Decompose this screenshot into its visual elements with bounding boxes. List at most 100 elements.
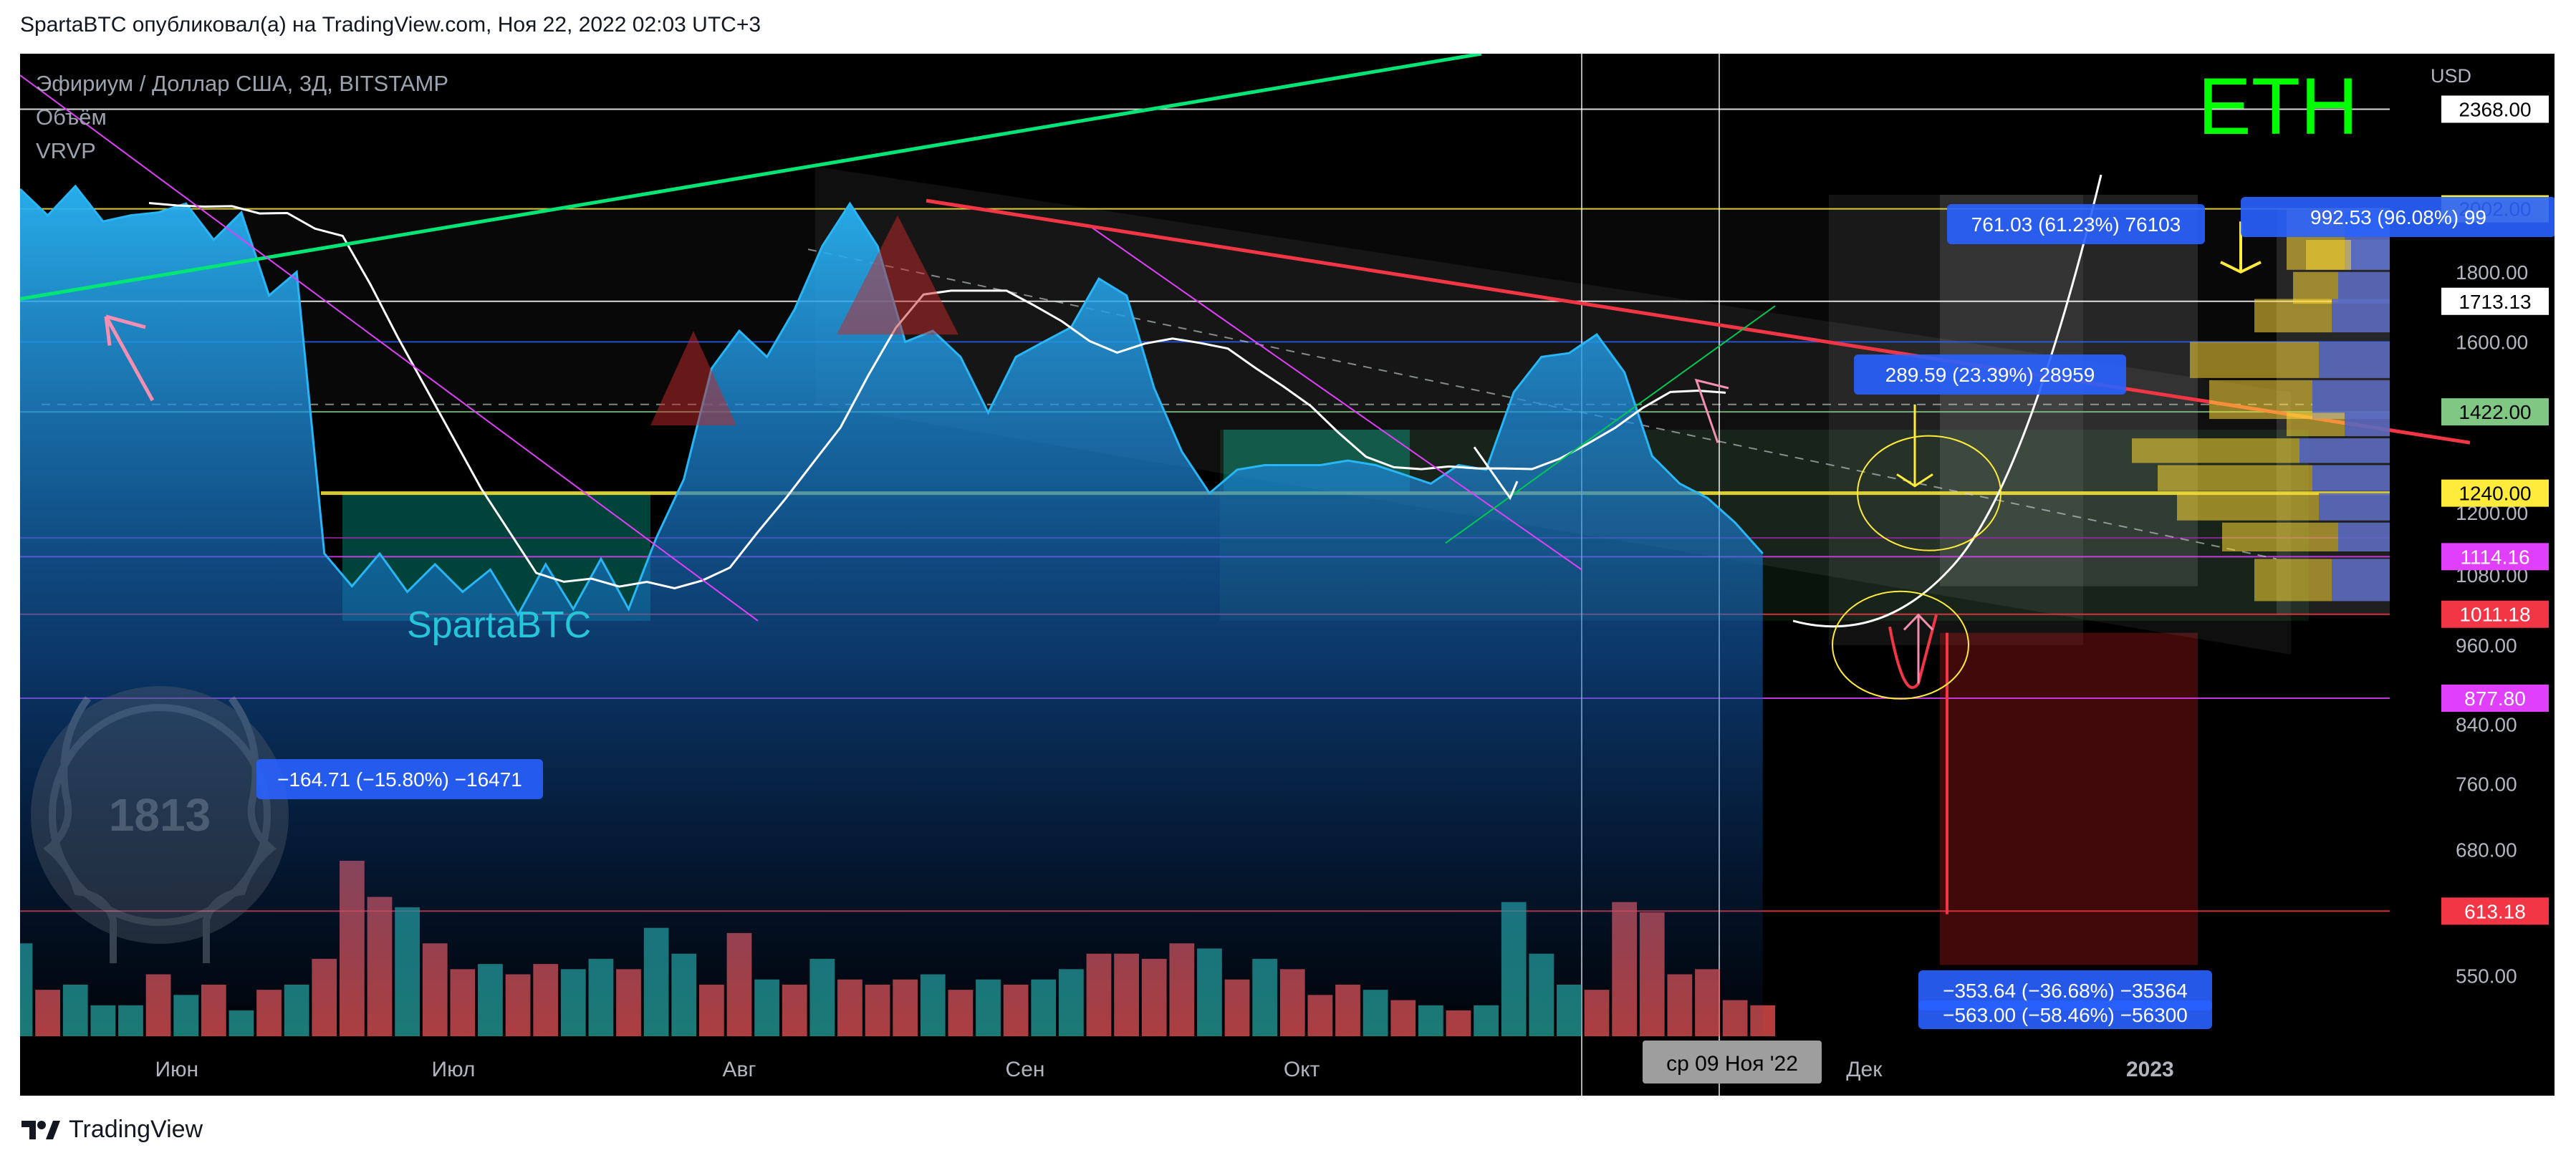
crosshair-date-label: ср 09 Ноя '22 bbox=[1666, 1052, 1798, 1076]
pink-arrow bbox=[1903, 613, 1934, 684]
vrvp-bar-up bbox=[2338, 271, 2390, 304]
channel-mid-dashed bbox=[807, 248, 2277, 560]
price-area-fill bbox=[20, 185, 1763, 1036]
vrvp-bar-down bbox=[2293, 271, 2338, 304]
price-level-tag bbox=[2441, 684, 2549, 712]
projection-path bbox=[1792, 174, 2102, 628]
tradingview-brand: TradingView bbox=[69, 1116, 203, 1143]
measure-label: 992.53 (96.08%) 99 bbox=[2310, 206, 2486, 228]
vrvp-bar-up bbox=[2312, 465, 2390, 491]
price-level-tag bbox=[2441, 398, 2549, 426]
moving-average-line bbox=[148, 201, 1726, 589]
price-level-tag bbox=[2441, 543, 2549, 571]
price-tick-label: 1800.00 bbox=[2456, 261, 2528, 284]
vrvp-bar-up bbox=[2338, 522, 2390, 552]
vrvp-bar-up bbox=[2345, 412, 2390, 437]
vrvp-bar-up bbox=[2312, 380, 2390, 420]
vrvp-bar-down bbox=[2132, 438, 2299, 463]
price-level-label: 1114.16 bbox=[2460, 546, 2529, 568]
vrvp-bar-down bbox=[2209, 380, 2312, 420]
vrvp-bar-down bbox=[2254, 299, 2332, 333]
price-axis: USD1800.001600.001200.001080.00960.00840… bbox=[2431, 65, 2549, 987]
vrvp-bar-up bbox=[2319, 493, 2390, 521]
white-arrow bbox=[1473, 446, 1519, 501]
chart-area[interactable]: 1813 SpartaBTC Эфириум / Доллар США, 3Д,… bbox=[20, 54, 2555, 1096]
vrvp-bar-up bbox=[2299, 438, 2390, 463]
logo-watermark-text: 1813 bbox=[109, 789, 211, 841]
vrvp-bar-down bbox=[2190, 342, 2319, 378]
vrvp-bar-down bbox=[2158, 465, 2312, 491]
vrvp-bar-up bbox=[2351, 239, 2390, 270]
price-tick-label: 960.00 bbox=[2456, 634, 2517, 657]
time-axis: Июн Июл Авг Сен Окт Дек 2023 ср 09 Ноя '22 bbox=[155, 1041, 2174, 1083]
vrvp-bar-down bbox=[2222, 522, 2338, 552]
crosshair-date-tag bbox=[1643, 1041, 1822, 1083]
measure-label: −164.71 (−15.80%) −16471 bbox=[277, 768, 522, 791]
vrvp-legend: VRVP bbox=[36, 138, 96, 163]
highlight-ellipse bbox=[1857, 435, 2001, 551]
price-tick-label: 840.00 bbox=[2456, 713, 2517, 735]
measure-label: −563.00 (−58.46%) −56300 bbox=[1943, 1004, 2188, 1026]
vrvp-bar-up bbox=[2332, 299, 2390, 333]
measure-box bbox=[1918, 1000, 2212, 1029]
measure-label: −353.64 (−36.68%) −35364 bbox=[1943, 980, 2188, 1002]
vrvp-bar-down bbox=[2177, 493, 2319, 521]
highlight-ellipse bbox=[1832, 590, 1969, 700]
price-level-label: 2368.00 bbox=[2459, 98, 2531, 120]
symbol-legend: Эфириум / Доллар США, 3Д, BITSTAMP bbox=[36, 71, 448, 96]
measure-label: 761.03 (61.23%) 76103 bbox=[1971, 213, 2181, 236]
measure-box bbox=[1947, 204, 2205, 244]
volume-legend: Объём bbox=[36, 105, 107, 130]
long-trendline bbox=[20, 54, 1482, 301]
time-tick-label: 2023 bbox=[2126, 1058, 2174, 1081]
price-tick-label: 760.00 bbox=[2456, 773, 2517, 795]
time-tick-label: Авг bbox=[723, 1058, 756, 1081]
measure-label: 289.59 (23.39%) 28959 bbox=[1885, 364, 2095, 386]
pink-arrow bbox=[1694, 378, 1729, 443]
arrow-up bbox=[104, 314, 155, 402]
publish-info: SpartaBTC опубликовал(а) на TradingView.… bbox=[20, 13, 761, 37]
vrvp-bar-up bbox=[2332, 559, 2390, 602]
price-tick-label: 1600.00 bbox=[2456, 331, 2528, 353]
chart-labels: Эфириум / Доллар США, 3Д, BITSTAMP Объём… bbox=[36, 62, 2358, 163]
author-logo-icon: 1813 bbox=[31, 686, 289, 963]
author-watermark: SpartaBTC bbox=[407, 604, 591, 646]
drawings bbox=[20, 54, 2471, 914]
price-level-label: 1240.00 bbox=[2459, 483, 2531, 505]
red-squiggle bbox=[1888, 614, 1938, 689]
green-trendline bbox=[1445, 305, 1776, 544]
price-level-tag bbox=[2441, 600, 2549, 628]
price-level-label: 613.18 bbox=[2464, 900, 2526, 922]
vrvp-bar-down bbox=[2306, 239, 2351, 270]
price-tick-label: 550.00 bbox=[2456, 965, 2517, 987]
price-level-tag bbox=[2441, 479, 2549, 507]
price-level-label: 1422.00 bbox=[2459, 401, 2531, 423]
vrvp-bar-down bbox=[2254, 559, 2332, 602]
time-tick-label: Сен bbox=[1006, 1058, 1045, 1081]
eth-title: ETH bbox=[2198, 62, 2358, 151]
magenta-trendline bbox=[20, 74, 759, 622]
vrvp-bar-down bbox=[2287, 412, 2345, 437]
watermark: 1813 SpartaBTC bbox=[31, 604, 591, 963]
price-level-label: 1011.18 bbox=[2459, 604, 2530, 626]
magenta-trendline bbox=[1087, 223, 1582, 571]
time-tick-label: Июл bbox=[432, 1058, 476, 1081]
price-level-tag bbox=[2441, 287, 2549, 315]
arrow-down bbox=[1896, 404, 1933, 488]
time-tick-label: Июн bbox=[155, 1058, 198, 1081]
price-level-tag bbox=[2441, 897, 2549, 925]
price-level-label: 1713.13 bbox=[2459, 291, 2531, 313]
pattern-triangle bbox=[650, 330, 736, 426]
axis-currency: USD bbox=[2431, 65, 2471, 87]
measure-labels: 761.03 (61.23%) 76103 992.53 (96.08%) 99 2… bbox=[256, 197, 2555, 1029]
price-level-label: 877.80 bbox=[2464, 687, 2526, 710]
downside-zone bbox=[1940, 632, 2198, 965]
tradingview-logo-icon bbox=[21, 1120, 60, 1139]
pattern-triangle bbox=[837, 215, 958, 335]
measure-box bbox=[256, 759, 543, 799]
price-tick-label: 680.00 bbox=[2456, 839, 2517, 861]
price-level-tag bbox=[2441, 95, 2549, 123]
vrvp-bar-up bbox=[2319, 342, 2390, 378]
footer: TradingView bbox=[20, 1116, 203, 1144]
time-tick-label: Дек bbox=[1846, 1058, 1883, 1081]
